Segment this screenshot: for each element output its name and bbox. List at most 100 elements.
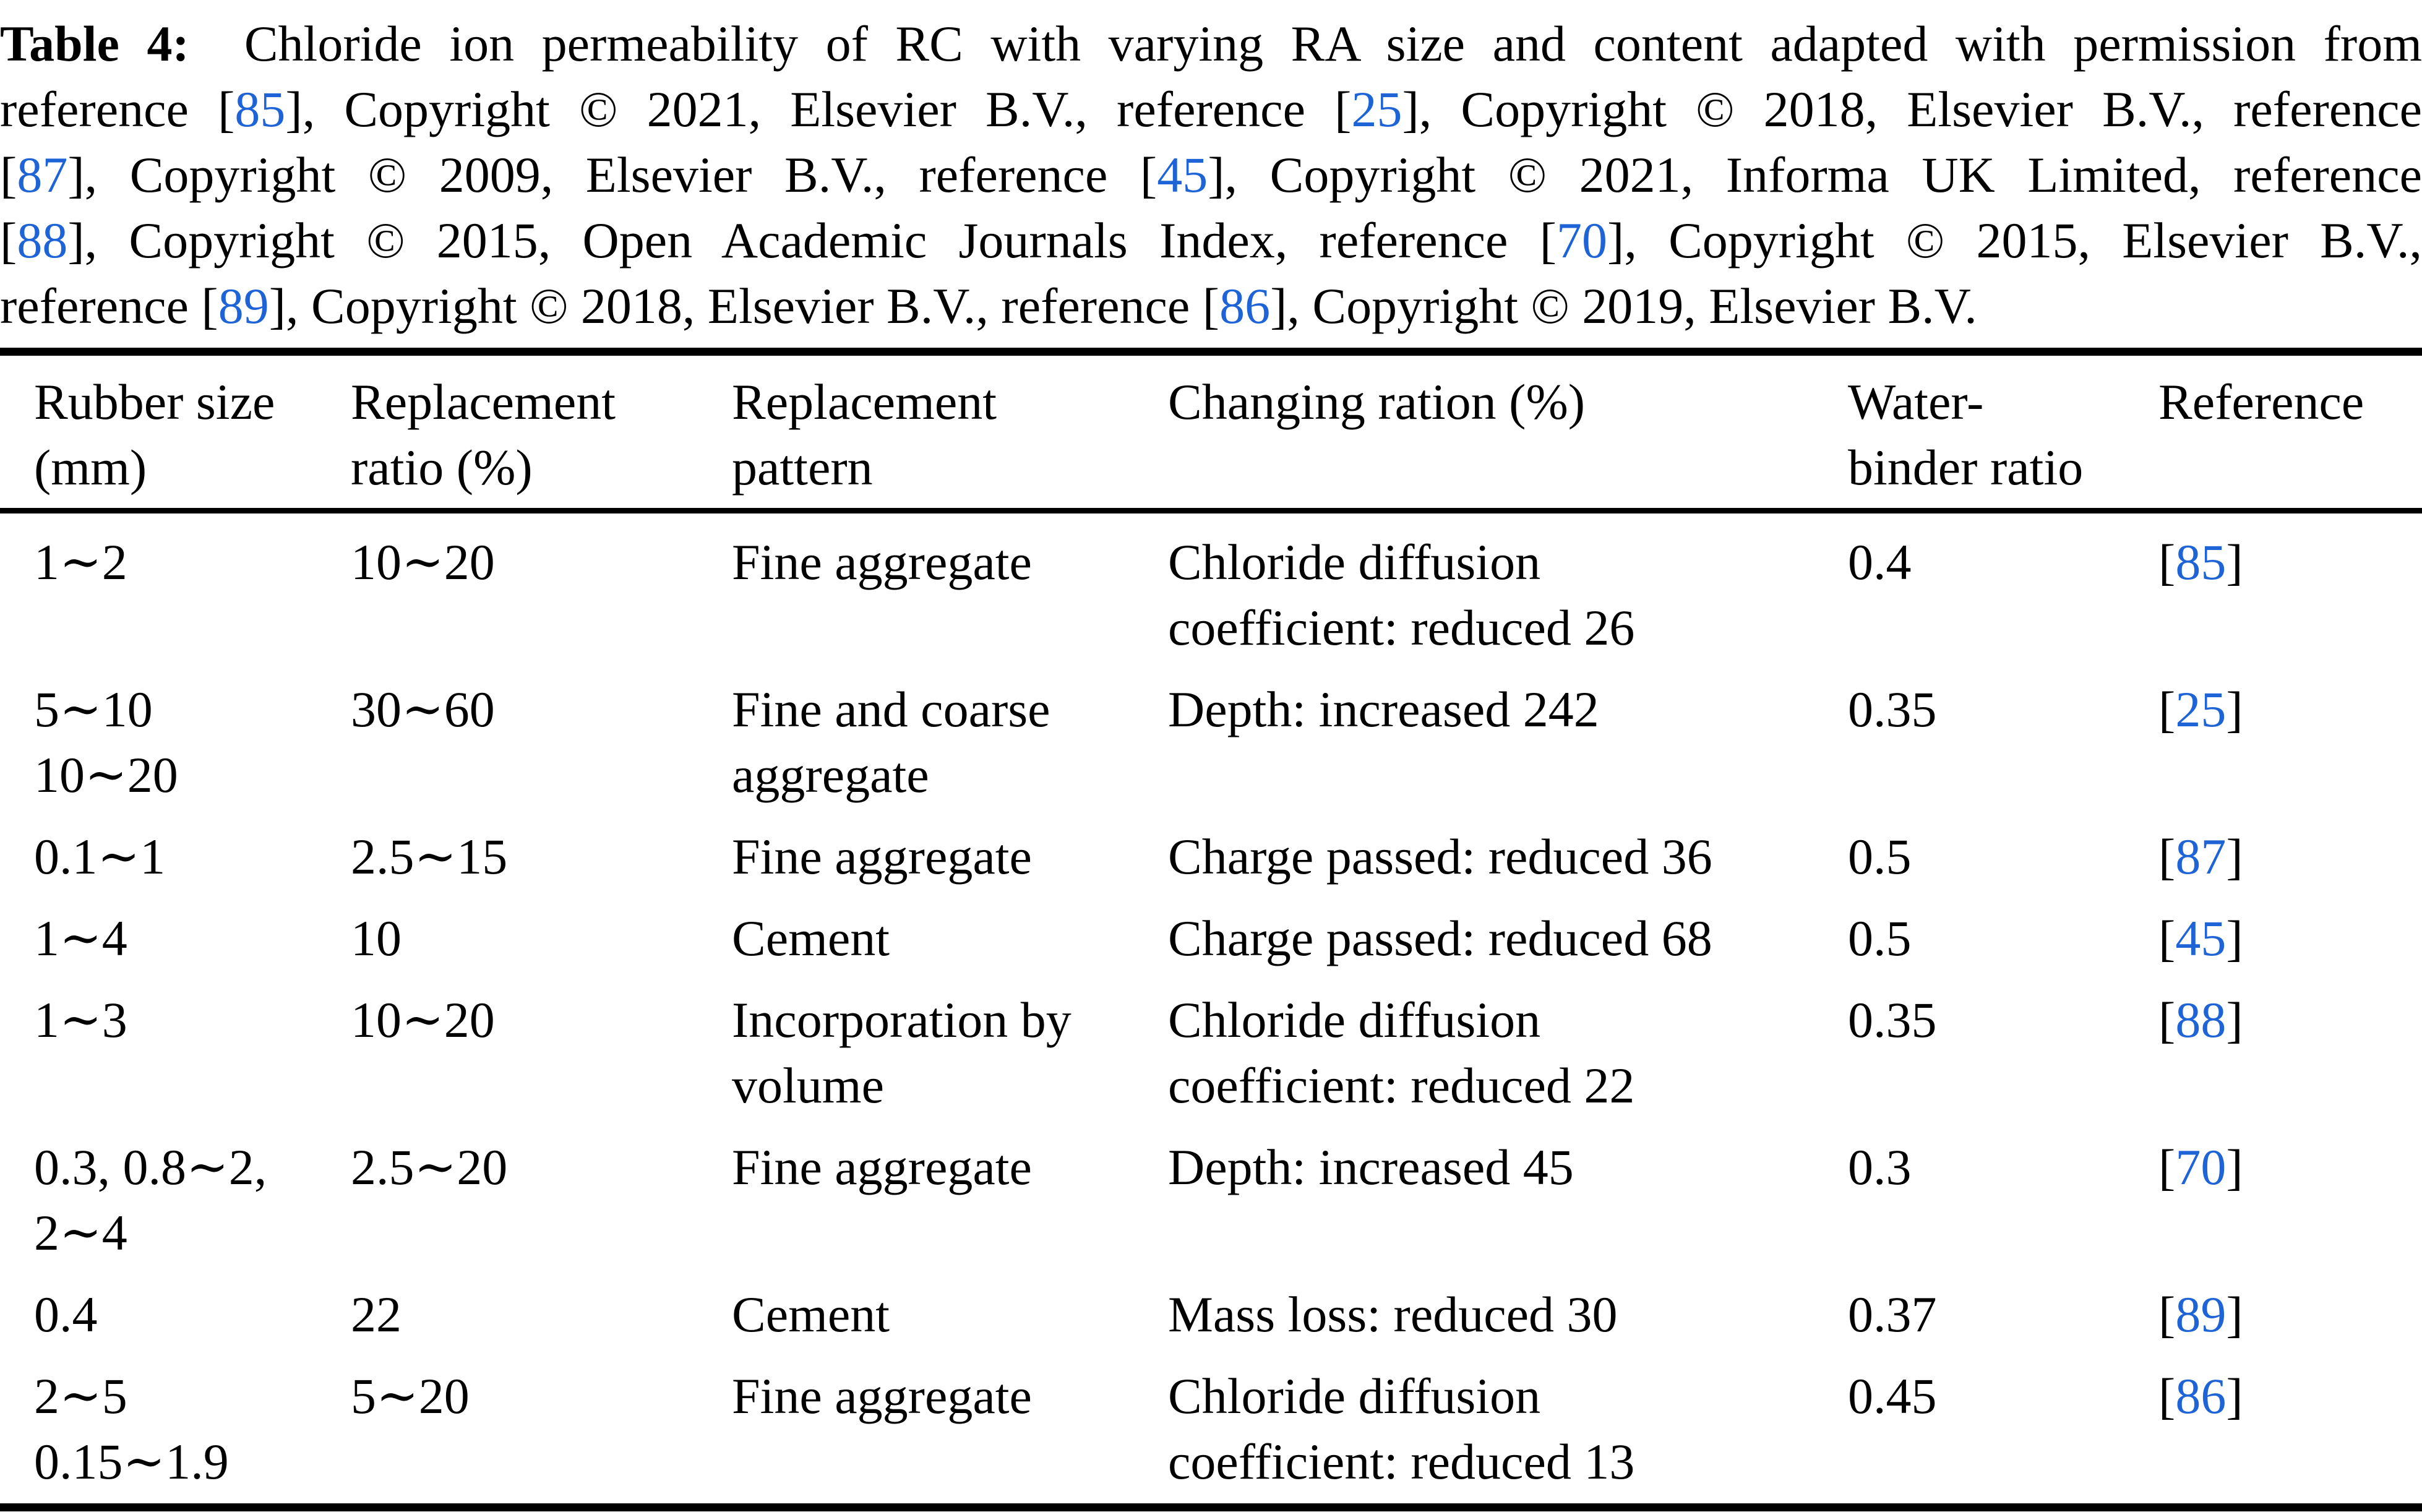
cell-line: 0.5	[1848, 910, 1912, 966]
cell-reference: [86]	[2158, 1347, 2422, 1495]
caption-text: , Copyright © 2018, Elsevier B.V., refer…	[286, 278, 1203, 334]
cell-rubber_size: 1∼4	[0, 890, 351, 971]
caption-text: , Copyright © 2009, Elsevier B.V., refer…	[84, 147, 1140, 203]
cell-changing_ration: Charge passed: reduced 36	[1168, 808, 1848, 890]
citation-bracket-left: [	[2158, 1368, 2176, 1424]
cell-line: 10∼20	[351, 992, 495, 1048]
reference-cell: [45]	[2158, 906, 2422, 971]
cell-replacement_pattern: Fine aggregate	[732, 808, 1168, 890]
citation-link[interactable]: 89	[218, 278, 269, 334]
table-top-rule	[0, 348, 2422, 356]
header-line: Rubber size	[34, 374, 275, 430]
cell-line: 5∼20	[351, 1368, 470, 1424]
cell-replacement_pattern: Cement	[732, 890, 1168, 971]
citation-link[interactable]: 88	[17, 212, 68, 268]
cell-line: 0.3, 0.8∼2,	[34, 1139, 267, 1195]
header-line: binder ratio	[1848, 439, 2084, 496]
citation-link[interactable]: 85	[234, 81, 286, 137]
cell-line: Depth: increased 242	[1168, 681, 1599, 737]
cell-reference: [70]	[2158, 1119, 2422, 1266]
cell-line: 5∼10	[34, 681, 153, 737]
cell-rubber_size: 5∼10 10∼20	[0, 661, 351, 808]
citation-link[interactable]: 25	[2175, 681, 2227, 737]
cell-water_binder_ratio: 0.3	[1848, 1119, 2158, 1266]
cell-replacement_pattern: Fine aggregate	[732, 511, 1168, 661]
caption-text: , Copyright © 2021, Informa UK Limited, …	[1224, 147, 2422, 203]
cell-changing_ration: Charge passed: reduced 68	[1168, 890, 1848, 971]
caption-text: reference	[0, 278, 202, 334]
citation-link[interactable]: 45	[1157, 147, 1208, 203]
table-bottom-rule	[0, 1503, 2422, 1511]
citation-bracket-right: ]	[1402, 81, 1419, 137]
citation-link[interactable]: 85	[2175, 534, 2227, 590]
cell-line: Chloride diffusion	[1168, 534, 1541, 590]
cell-replacement_ratio: 22	[351, 1266, 732, 1347]
citation-bracket-left: [	[1334, 81, 1352, 137]
cell-line: 2.5∼20	[351, 1139, 508, 1195]
cell-line: 0.35	[1848, 992, 1937, 1048]
cell-line: 2∼4	[34, 1205, 127, 1261]
header-line: Replacement	[351, 374, 616, 430]
cell-rubber_size: 0.1∼1	[0, 808, 351, 890]
table-caption: Table 4: Chloride ion permeability of RC…	[0, 0, 2422, 339]
cell-line: Fine aggregate	[732, 1368, 1032, 1424]
citation-link[interactable]: 45	[2175, 910, 2227, 966]
cell-replacement_ratio: 2.5∼20	[351, 1119, 732, 1266]
citation-bracket-right: ]	[2226, 992, 2243, 1048]
caption-line: Table 4: Chloride ion permeability of RC…	[0, 11, 2422, 77]
citation-link[interactable]: 87	[2175, 828, 2227, 885]
column-header-changing_ration: Changing ration (%)	[1168, 356, 1848, 513]
cell-line: Fine aggregate	[732, 828, 1032, 885]
cell-water_binder_ratio: 0.4	[1848, 511, 2158, 661]
table-row: 1∼3 10∼20 Incorporation by volume Chloride d…	[0, 971, 2422, 1119]
cell-line: 0.45	[1848, 1368, 1937, 1424]
citation-link[interactable]: 89	[2175, 1286, 2227, 1342]
citation-bracket-right: ]	[67, 147, 85, 203]
caption-text: , Copyright © 2019, Elsevier B.V.	[1287, 278, 1977, 334]
cell-line: volume	[732, 1057, 884, 1114]
citation-link[interactable]: 86	[1219, 278, 1271, 334]
citation-bracket-left: [	[0, 147, 17, 203]
cell-line: 0.4	[34, 1286, 98, 1342]
cell-changing_ration: Chloride diffusion coefficient: reduced 2…	[1168, 971, 1848, 1119]
cell-line: 2.5∼15	[351, 828, 508, 885]
caption-text: , Copyright © 2015, Elsevier B.V.,	[1624, 212, 2422, 268]
citation-bracket-right: ]	[2226, 534, 2243, 590]
citation-link[interactable]: 70	[1557, 212, 1608, 268]
citation-link[interactable]: 87	[17, 147, 68, 203]
header-line: pattern	[732, 439, 873, 496]
cell-line: Charge passed: reduced 36	[1168, 828, 1712, 885]
citation-link[interactable]: 86	[2175, 1368, 2227, 1424]
citation-bracket-left: [	[201, 278, 218, 334]
cell-line: aggregate	[732, 747, 929, 803]
cell-changing_ration: Chloride diffusion coefficient: reduced 2…	[1168, 511, 1848, 661]
citation-bracket-right: ]	[2226, 828, 2243, 885]
header-line: Replacement	[732, 374, 997, 430]
caption-line: [88], Copyright © 2015, Open Academic Jo…	[0, 208, 2422, 273]
table-row: 2∼5 0.15∼1.9 5∼20 Fine aggregate Chloride di…	[0, 1347, 2422, 1495]
reference-cell: [85]	[2158, 530, 2422, 595]
cell-reference: [25]	[2158, 661, 2422, 808]
cell-reference: [45]	[2158, 890, 2422, 971]
header-line: Water-	[1848, 374, 1984, 430]
reference-cell: [88]	[2158, 987, 2422, 1053]
citation-link[interactable]: 88	[2175, 992, 2227, 1048]
cell-line: 30∼60	[351, 681, 495, 737]
citation-link[interactable]: 70	[2175, 1139, 2227, 1195]
cell-line: 22	[351, 1286, 402, 1342]
cell-water_binder_ratio: 0.35	[1848, 661, 2158, 808]
cell-changing_ration: Mass loss: reduced 30	[1168, 1266, 1848, 1347]
citation-bracket-right: ]	[2226, 681, 2243, 737]
citation-link[interactable]: 25	[1351, 81, 1402, 137]
header-row: Rubber size (mm) Replacement ratio (%) Repla…	[0, 356, 2422, 513]
table-body: 1∼2 10∼20 Fine aggregate Chloride diffusion…	[0, 511, 2422, 1495]
caption-label: Table 4:	[0, 15, 189, 72]
table-row: 0.3, 0.8∼2, 2∼4 2.5∼20 Fine aggregate Depth:…	[0, 1119, 2422, 1266]
reference-cell: [87]	[2158, 824, 2422, 890]
citation-bracket-right: ]	[1208, 147, 1225, 203]
cell-rubber_size: 2∼5 0.15∼1.9	[0, 1347, 351, 1495]
citation-bracket-left: [	[2158, 828, 2176, 885]
cell-rubber_size: 1∼3	[0, 971, 351, 1119]
cell-water_binder_ratio: 0.5	[1848, 808, 2158, 890]
cell-line: coefficient: reduced 22	[1168, 1057, 1635, 1114]
